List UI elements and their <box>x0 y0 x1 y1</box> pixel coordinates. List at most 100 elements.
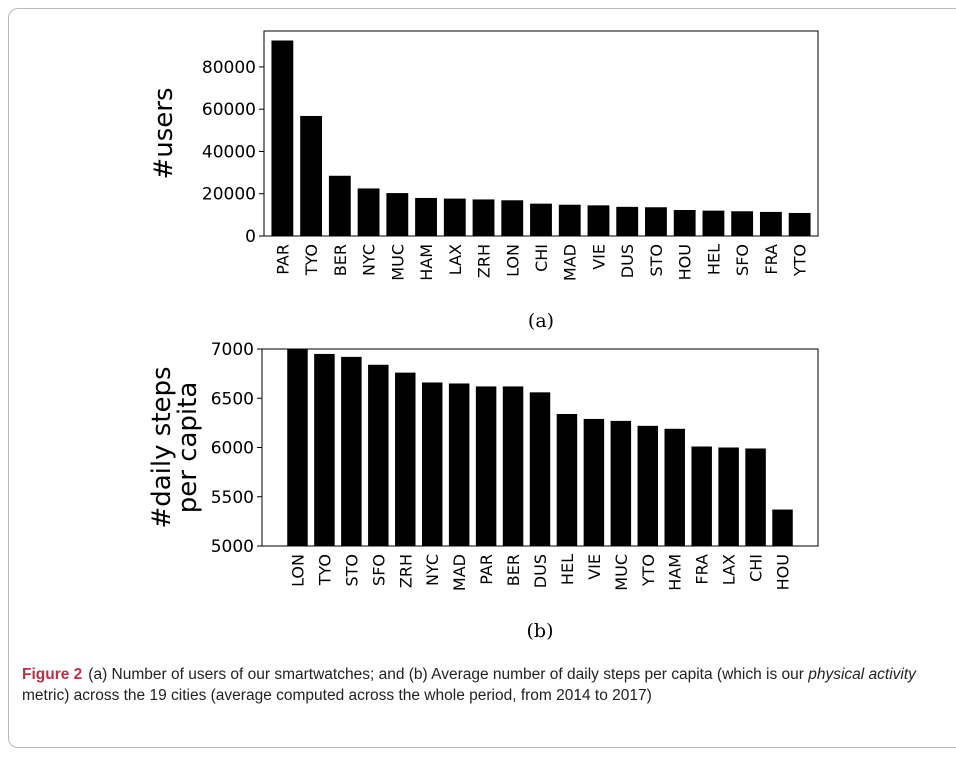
chart-users: PAR TYO BER NYC MUC HAM LAX ZRH LON CHI MAD VIE DUS S… <box>149 30 819 332</box>
y-tick-label: 60000 <box>202 100 256 120</box>
bar-lax <box>443 198 466 236</box>
category-label: MAD <box>450 554 469 591</box>
bar-dus <box>616 206 639 236</box>
y-axis-label: #users <box>149 87 179 179</box>
y-tick-label: 6000 <box>211 439 254 459</box>
y-tick-label: 6500 <box>211 389 254 409</box>
category-label: VIE <box>589 244 608 270</box>
category-label: FRA <box>762 244 781 275</box>
category-label: HEL <box>558 554 577 585</box>
category-label: NYC <box>423 554 442 586</box>
category-label: NYC <box>360 244 379 276</box>
category-label: ZRH <box>475 244 494 278</box>
category-label: MUC <box>612 554 631 591</box>
chart-steps: LON TYO STO SFO ZRH NYC MAD PAR BER DUS HEL VIE MUC Y… <box>147 340 819 642</box>
bar-yto <box>788 212 811 236</box>
y-tick-label: 80000 <box>202 58 256 78</box>
category-label: DUS <box>531 554 550 588</box>
bar-lax <box>718 447 739 546</box>
category-label: STO <box>342 554 361 587</box>
category-label: LON <box>503 244 522 277</box>
bar-tyo <box>314 353 335 546</box>
bar-vie <box>583 418 605 546</box>
category-label: YTO <box>791 244 810 277</box>
bar-fra <box>759 211 782 236</box>
y-tick-label: 7000 <box>211 340 254 360</box>
category-label: ZRH <box>396 554 415 588</box>
bar-yto <box>637 425 659 546</box>
subfigure-label: (b) <box>527 620 554 642</box>
bar-fra <box>691 446 712 546</box>
bar-par <box>271 40 294 236</box>
category-label: MAD <box>561 244 580 281</box>
category-label: HAM <box>417 244 436 281</box>
figure-frame <box>8 8 956 748</box>
category-label: STO <box>647 244 666 277</box>
y-tick-label: 40000 <box>202 142 256 162</box>
bar-mad <box>448 383 470 546</box>
category-label: TYO <box>315 554 334 586</box>
bar-chi <box>530 203 552 236</box>
category-label: HAM <box>666 554 685 591</box>
y-axis-label-line: #daily steps <box>147 366 177 528</box>
bar-tyo <box>300 115 323 236</box>
bar-nyc <box>421 382 443 546</box>
category-label: LAX <box>720 554 739 585</box>
category-label: FRA <box>693 554 712 585</box>
category-label: YTO <box>639 554 658 587</box>
y-axis-label-line: per capita <box>173 382 203 514</box>
bar-muc <box>386 193 409 236</box>
category-label: SFO <box>369 554 388 586</box>
category-label: LON <box>288 554 307 587</box>
category-label: CHI <box>747 554 766 582</box>
category-label: CHI <box>532 244 551 272</box>
bar-mad <box>558 204 581 236</box>
figure-caption: Figure 2 (a) Number of users of our smart… <box>22 664 942 706</box>
category-label: LAX <box>446 244 465 275</box>
caption-lead: Figure 2 <box>22 666 83 683</box>
caption-emphasis: physical activity <box>808 666 916 683</box>
bar-lon <box>501 200 524 236</box>
category-label: PAR <box>477 554 496 585</box>
bar-nyc <box>357 188 380 236</box>
bar-sfo <box>731 211 754 236</box>
bar-dus <box>529 392 551 546</box>
category-label: MUC <box>388 244 407 281</box>
category-label: HEL <box>704 244 723 275</box>
figure-charts: PAR TYO BER NYC MUC HAM LAX ZRH LON CHI MAD VIE DUS S… <box>147 30 819 642</box>
bar-par <box>475 386 497 546</box>
category-label: DUS <box>618 244 637 278</box>
bar-muc <box>610 420 632 546</box>
caption-text: (a) Number of users of our smartwatches;… <box>88 666 809 683</box>
axes-frame <box>263 30 819 237</box>
category-label: HOU <box>676 244 695 280</box>
bar-sto <box>645 207 667 236</box>
y-tick-label: 20000 <box>202 185 256 205</box>
bar-chi <box>745 448 766 546</box>
category-label: BER <box>504 554 523 586</box>
bar-hel <box>702 210 725 236</box>
category-label: VIE <box>585 554 604 580</box>
subfigure-label: (a) <box>528 310 554 332</box>
bar-zrh <box>472 199 495 236</box>
category-label: TYO <box>302 244 321 276</box>
bar-hel <box>556 414 578 546</box>
bar-lon <box>287 349 308 546</box>
y-tick-label: 5500 <box>211 488 254 508</box>
category-label: PAR <box>273 244 292 275</box>
bar-ber <box>502 386 524 546</box>
category-label: BER <box>331 244 350 276</box>
caption-tail: metric) across the 19 cities (average co… <box>22 687 652 704</box>
y-tick-label: 5000 <box>211 537 254 557</box>
bar-hou <box>673 210 696 236</box>
bar-sfo <box>368 364 389 546</box>
bar-ber <box>328 175 351 236</box>
bar-vie <box>587 205 610 236</box>
y-tick-label: 0 <box>245 227 256 247</box>
bar-ham <box>415 197 437 236</box>
bar-sto <box>341 356 362 546</box>
bar-ham <box>664 428 685 546</box>
bar-hou <box>772 509 793 546</box>
category-label: HOU <box>774 554 793 590</box>
bar-zrh <box>395 372 416 546</box>
